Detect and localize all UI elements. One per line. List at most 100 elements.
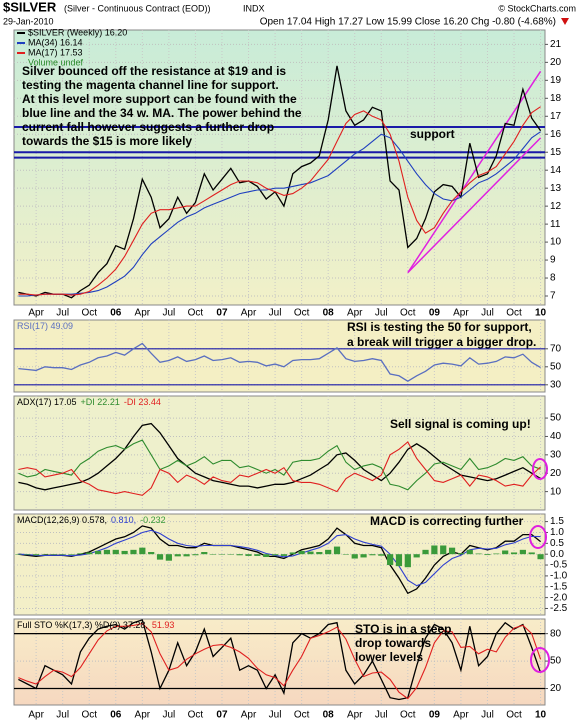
sto-panel (13, 618, 546, 706)
histogram-bar (33, 554, 40, 556)
histogram-bar (218, 554, 226, 555)
histogram-bar (325, 549, 332, 555)
price-panel (13, 29, 546, 306)
series-line (18, 106, 541, 296)
histogram-bar (254, 554, 261, 556)
x-tick-label: Jul (481, 710, 494, 721)
x-tick-label: 06 (110, 710, 122, 721)
x-tick-label: Apr (347, 710, 363, 721)
y-tick-label: 10 (550, 486, 562, 497)
legend-entry: 51.93 (152, 620, 175, 630)
highlight-circle (532, 458, 548, 480)
series-line (18, 422, 541, 491)
y-tick-label: 20 (550, 468, 562, 479)
histogram-bar (245, 554, 252, 556)
histogram-bar (59, 554, 66, 555)
y-tick-label: 11 (550, 219, 561, 230)
histogram-bar (466, 549, 473, 555)
x-tick-label: Apr (453, 308, 469, 319)
histogram-bar (413, 554, 420, 558)
histogram-bar (68, 554, 75, 555)
y-tick-label: 21 (550, 39, 562, 50)
legend-note: Volume undef (28, 57, 84, 67)
series-line (18, 623, 542, 700)
y-tick-label: 8 (550, 273, 556, 284)
histogram-bar (94, 550, 102, 555)
y-tick-label: 80 (550, 628, 562, 639)
y-tick-label: 16 (550, 129, 562, 140)
histogram-bar (448, 547, 456, 555)
series-line (18, 619, 542, 701)
x-tick-label: Apr (28, 308, 44, 319)
histogram-bar (41, 553, 49, 555)
histogram-bar (493, 553, 500, 555)
histogram-bar (316, 552, 323, 555)
histogram-bar (342, 554, 349, 555)
x-tick-label: 07 (216, 710, 228, 721)
x-tick-label: Apr (28, 710, 44, 721)
highlight-circle (530, 647, 550, 673)
legend-entry: RSI(17) 49.09 (17, 321, 73, 331)
histogram-bar (422, 549, 429, 555)
x-tick-label: Oct (81, 308, 97, 319)
annotation: Silver bounced off the resistance at $19… (22, 64, 286, 78)
x-tick-label: Apr (347, 308, 363, 319)
y-tick-label: 15 (550, 147, 562, 158)
histogram-bar (201, 552, 208, 555)
histogram-bar (103, 549, 111, 555)
legend-entry: MACD(12,26,9) 0.578, (17, 515, 107, 525)
y-tick-label: 30 (550, 449, 562, 460)
date: 29-Jan-2010 (3, 16, 54, 26)
y-tick-label: -1.0 (550, 571, 568, 582)
x-tick-label: Jul (375, 308, 388, 319)
series-line (18, 65, 542, 299)
quote: Open 17.04 High 17.27 Low 15.99 Close 16… (260, 17, 556, 28)
x-tick-label: 07 (216, 308, 228, 319)
y-tick-label: 50 (550, 413, 562, 424)
histogram-bar (333, 546, 341, 555)
x-tick-label: Oct (400, 710, 416, 721)
histogram-bar (378, 554, 385, 556)
histogram-bar (86, 552, 93, 555)
x-tick-label: Oct (294, 308, 310, 319)
y-tick-label: -2.0 (550, 592, 568, 603)
x-tick-label: Jul (162, 710, 175, 721)
x-tick-label: 08 (323, 308, 335, 319)
y-tick-label: 9 (550, 255, 556, 266)
histogram-bar (431, 545, 438, 555)
exchange: INDX (243, 3, 265, 13)
y-tick-label: 70 (550, 343, 562, 354)
histogram-bar (510, 552, 518, 555)
x-tick-label: Apr (135, 308, 151, 319)
x-tick-label: Apr (135, 710, 151, 721)
x-tick-label: 10 (535, 710, 547, 721)
y-tick-label: 50 (550, 656, 562, 667)
x-tick-label: Jul (375, 710, 388, 721)
y-tick-label: 1.5 (550, 516, 564, 527)
histogram-bar (50, 554, 57, 555)
legend-entry: -0.232 (140, 515, 166, 525)
y-tick-label: 1.0 (550, 527, 564, 538)
histogram-bar (165, 554, 172, 561)
annotation: support (410, 127, 455, 141)
y-tick-label: 7 (550, 291, 556, 302)
annotation: testing the magenta channel line for sup… (22, 78, 279, 92)
histogram-bar (156, 554, 164, 560)
annotation: RSI is testing the 50 for support, (347, 320, 532, 334)
histogram-bar (360, 554, 367, 558)
y-tick-label: 10 (550, 237, 562, 248)
histogram-bar (395, 554, 403, 567)
histogram-bar (183, 554, 190, 557)
annotation: lower levels (355, 650, 423, 664)
series-line (18, 342, 541, 382)
x-tick-label: Oct (188, 710, 204, 721)
y-tick-label: 17 (550, 111, 562, 122)
histogram-bar (484, 554, 491, 556)
legend: RSI(17) 49.09 (17, 321, 73, 331)
rsi-panel (13, 319, 546, 393)
x-tick-label: Oct (294, 710, 310, 721)
annotation: MACD is correcting further (370, 514, 524, 528)
legend-entry: MA(17) 17.53 (28, 47, 83, 57)
histogram-bar (15, 554, 22, 555)
